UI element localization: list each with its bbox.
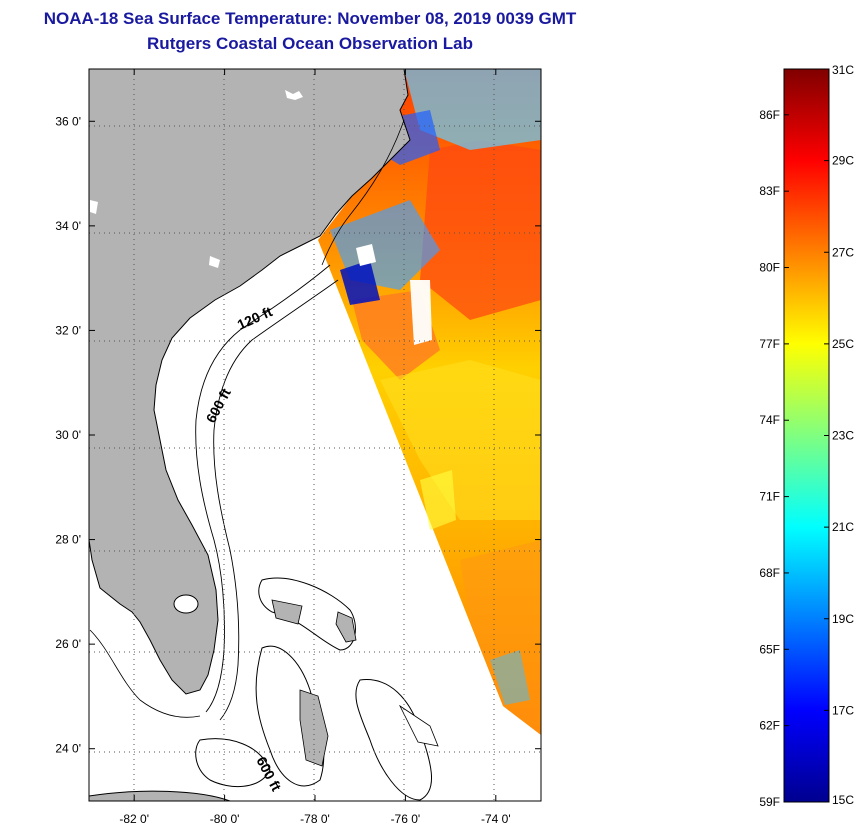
sst-swath [318, 69, 541, 735]
lake-okeechobee [173, 594, 199, 614]
lake-shape [209, 256, 220, 268]
contour-600ft [213, 279, 339, 721]
lat-tick-label: 30 0' [55, 428, 81, 442]
lon-tick-label: -78 0' [300, 812, 330, 826]
lat-tick-label: 34 0' [55, 219, 81, 233]
lake-shape [285, 90, 303, 100]
lon-tick-label: -82 0' [119, 812, 149, 826]
lat-tick-label: 36 0' [55, 114, 81, 128]
title-line-2: Rutgers Coastal Ocean Observation Lab [147, 34, 473, 53]
us-landmass [89, 69, 411, 695]
lat-tick-label: 24 0' [55, 742, 81, 756]
lat-tick-label: 32 0' [55, 323, 81, 337]
lon-tick-label: -80 0' [210, 812, 240, 826]
bahamas-islands [89, 577, 439, 801]
contour-120ft [195, 264, 331, 713]
lon-tick-label: -74 0' [481, 812, 511, 826]
contour-shelf-north [321, 119, 405, 266]
contour-shelf-south [89, 629, 201, 718]
map-grid [89, 69, 541, 801]
lat-tick-label: 26 0' [55, 637, 81, 651]
title-line-1: NOAA-18 Sea Surface Temperature: Novembe… [43, 9, 577, 28]
lake-shape [90, 200, 98, 214]
latitude-axis: 36 0' 34 0' 32 0' 30 0' 28 0' 26 0' 24 0' [55, 114, 541, 756]
lon-tick-label: -76 0' [391, 812, 421, 826]
lat-tick-label: 28 0' [55, 533, 81, 547]
longitude-axis: -82 0' -80 0' -78 0' -76 0' -74 0' [119, 69, 511, 826]
